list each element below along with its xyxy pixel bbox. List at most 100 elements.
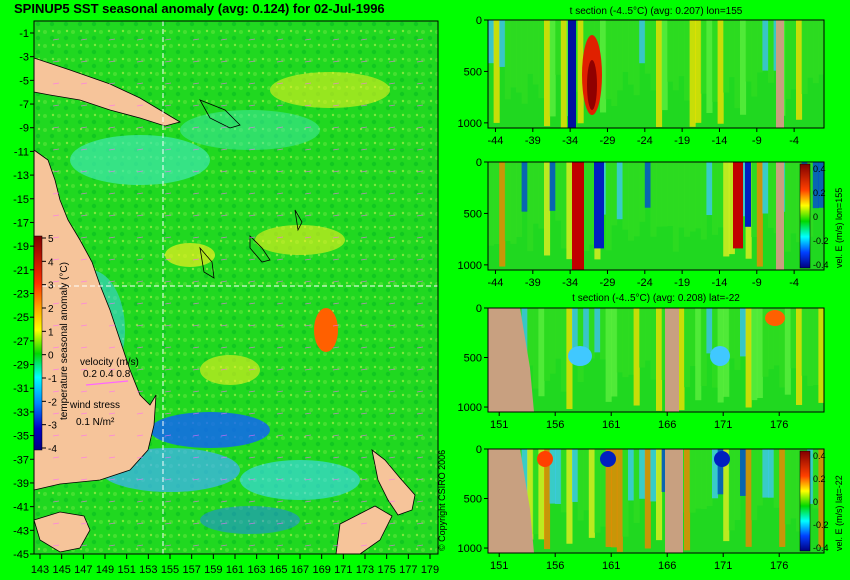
map-lon-axis: 143 145 147 149 151 153 155 157 159 161 163 165 167 1… <box>31 554 439 576</box>
lat-tick-label: -33 <box>13 407 29 419</box>
lon-tick-label: 163 <box>247 564 265 576</box>
wind-vector <box>276 522 284 525</box>
section-band <box>723 162 730 257</box>
wind-vector <box>164 500 172 503</box>
wind-vector <box>108 390 116 393</box>
australia-land <box>33 149 157 491</box>
wind-vector <box>416 236 424 239</box>
wind-vector <box>416 60 424 63</box>
wind-vector <box>164 148 172 151</box>
section-band <box>577 20 584 124</box>
section-band <box>532 162 539 224</box>
wind-vector <box>360 390 368 393</box>
cyan-anomaly <box>180 110 320 150</box>
velocity-colorbar-tick: 0.4 <box>813 164 826 174</box>
wind-vector <box>52 324 60 327</box>
section-band <box>583 162 590 251</box>
section-x-tick-label: -4 <box>789 135 799 147</box>
lat-tick-label: -13 <box>13 170 29 182</box>
section-band <box>812 308 819 386</box>
section-band <box>751 308 758 401</box>
section-band <box>555 162 562 221</box>
wind-vector <box>80 302 88 305</box>
section-band <box>577 308 584 382</box>
wind-vector <box>192 456 200 459</box>
cold-anomaly <box>150 412 270 448</box>
section-band <box>538 20 545 99</box>
lon-tick-label: 149 <box>96 564 114 576</box>
wind-vector <box>304 412 312 415</box>
wind-vector <box>164 324 172 327</box>
wind-vector <box>276 126 284 129</box>
section-band <box>656 449 663 541</box>
section-band <box>807 308 814 386</box>
section-band <box>656 20 663 128</box>
island-outline <box>294 209 303 232</box>
wind-vector <box>220 544 228 547</box>
section-band <box>605 20 612 100</box>
wind-vector <box>164 170 172 173</box>
lat-tick-label: -39 <box>13 478 29 490</box>
section-band <box>588 162 595 245</box>
eastward-jet <box>733 162 743 249</box>
section-band <box>628 162 635 241</box>
section-band <box>768 449 775 498</box>
wind-vector <box>248 60 256 63</box>
wind-vector <box>164 236 172 239</box>
wind-vector <box>304 500 312 503</box>
wind-vector <box>248 280 256 283</box>
wind-vector <box>80 456 88 459</box>
wind-vector <box>80 104 88 107</box>
section-band <box>768 20 775 83</box>
section-band <box>600 20 607 113</box>
wind-vector <box>220 500 228 503</box>
wind-vector <box>52 214 60 217</box>
section-band <box>544 308 551 381</box>
wind-vector <box>416 148 424 151</box>
section-x-tick-label: 176 <box>770 419 788 431</box>
section-frame <box>487 161 825 271</box>
section-band <box>723 449 730 542</box>
lon-tick-label: 157 <box>182 564 200 576</box>
wind-vector <box>136 280 144 283</box>
section-band <box>577 449 584 521</box>
wind-vector <box>192 82 200 85</box>
wind-vector <box>192 434 200 437</box>
wind-vector <box>304 302 312 305</box>
wind-vector <box>164 38 172 41</box>
section-x-tick-label: -9 <box>752 277 762 289</box>
wind-vector <box>136 302 144 305</box>
lat-tick-label: -21 <box>13 265 29 277</box>
section-band <box>628 308 635 375</box>
warm-anomaly <box>314 308 338 352</box>
section-y-tick-label: 0 <box>476 444 482 456</box>
wind-vector <box>52 236 60 239</box>
wind-vector <box>136 500 144 503</box>
lat-tick-label: -35 <box>13 431 29 443</box>
wind-vector <box>192 302 200 305</box>
wind-vector <box>248 456 256 459</box>
wind-vector <box>304 236 312 239</box>
wind-vector <box>248 148 256 151</box>
lon-tick-label: 167 <box>291 564 309 576</box>
velocity-colorbar-label: vel. E (m/s) lon=155 <box>834 188 844 268</box>
section-band <box>678 308 685 411</box>
lon-tick-label: 143 <box>31 564 49 576</box>
section-band <box>600 449 607 527</box>
eastward-jet <box>572 162 584 270</box>
wind-vector <box>304 522 312 525</box>
wind-vector <box>304 38 312 41</box>
wind-vector <box>360 324 368 327</box>
section-x-tick-label: -29 <box>600 135 616 147</box>
wind-vector <box>52 280 60 283</box>
section-band <box>818 308 825 403</box>
section-x-tick-label: 171 <box>714 560 732 572</box>
velocity-label: velocity (m/s) <box>80 357 139 368</box>
section-y-tick-label: 0 <box>476 157 482 169</box>
section-x-tick-label: 166 <box>658 419 676 431</box>
wind-scale: 0.1 N/m² <box>76 417 115 428</box>
wind-vector <box>220 478 228 481</box>
section-band <box>756 308 763 399</box>
section-band <box>628 20 635 85</box>
section-band <box>689 20 696 127</box>
